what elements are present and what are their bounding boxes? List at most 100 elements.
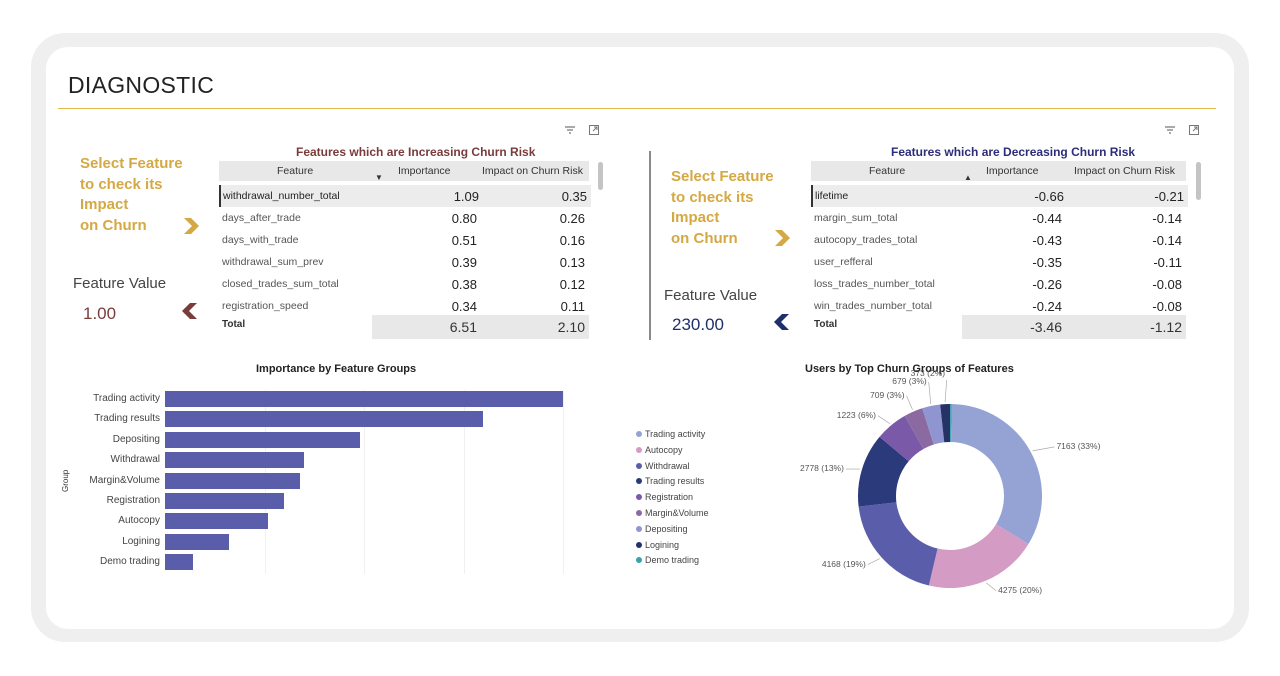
chevron-left-icon bbox=[773, 313, 791, 336]
table-row[interactable]: loss_trades_number_total -0.26 -0.08 bbox=[811, 273, 1186, 295]
legend-item[interactable]: Logining bbox=[636, 540, 679, 550]
donut-slice[interactable] bbox=[951, 404, 1042, 545]
legend-item[interactable]: Registration bbox=[636, 492, 693, 502]
row-importance: 0.39 bbox=[451, 255, 477, 270]
feature-value-label: Feature Value bbox=[664, 287, 758, 304]
table-row[interactable]: win_trades_number_total -0.24 -0.08 bbox=[811, 295, 1186, 315]
table-total-row: Total -3.46 -1.12 bbox=[811, 315, 1186, 339]
filter-icon[interactable] bbox=[1164, 124, 1176, 138]
select-feature-hint: Select Feature to check its Impact on Ch… bbox=[80, 154, 183, 236]
table-row[interactable]: autocopy_trades_total -0.43 -0.14 bbox=[811, 229, 1186, 251]
donut-leader-line bbox=[928, 381, 932, 405]
hint-line: Impact bbox=[80, 196, 129, 213]
row-feature: closed_trades_sum_total bbox=[222, 278, 339, 290]
table-row[interactable]: closed_trades_sum_total 0.38 0.12 bbox=[219, 273, 589, 295]
donut-data-label: 4168 (19%) bbox=[821, 558, 866, 569]
bar[interactable] bbox=[165, 493, 285, 509]
donut-slice[interactable] bbox=[950, 404, 952, 443]
total-shade bbox=[962, 315, 1186, 339]
legend-label: Trading results bbox=[645, 476, 705, 487]
legend-item[interactable]: Demo trading bbox=[636, 555, 699, 565]
sort-desc-icon[interactable]: ▼ bbox=[375, 173, 383, 182]
bar[interactable] bbox=[165, 472, 301, 489]
donut-data-label: 4275 (20%) bbox=[998, 584, 1043, 595]
row-impact: 0.12 bbox=[559, 277, 585, 292]
table-row[interactable]: lifetime -0.66 -0.21 bbox=[811, 185, 1188, 207]
donut-slice[interactable] bbox=[858, 502, 938, 586]
row-feature: win_trades_number_total bbox=[814, 300, 932, 312]
total-label: Total bbox=[222, 319, 246, 330]
legend-item[interactable]: Autocopy bbox=[636, 445, 683, 455]
legend-item[interactable]: Depositing bbox=[636, 524, 688, 534]
donut-slice[interactable] bbox=[858, 436, 909, 507]
row-impact: 0.16 bbox=[559, 233, 585, 248]
donut-slice[interactable] bbox=[928, 524, 1029, 588]
bar[interactable] bbox=[165, 554, 193, 571]
row-feature: autocopy_trades_total bbox=[814, 234, 918, 246]
table-row[interactable]: days_with_trade 0.51 0.16 bbox=[219, 229, 589, 251]
bar[interactable] bbox=[165, 391, 563, 407]
row-impact: -0.21 bbox=[1154, 189, 1184, 204]
donut-slice[interactable] bbox=[879, 415, 924, 462]
panel-divider bbox=[649, 151, 651, 340]
row-importance: 0.51 bbox=[451, 233, 477, 248]
bar-chart-gridline bbox=[364, 390, 365, 574]
focus-mode-icon[interactable] bbox=[588, 124, 600, 139]
column-header-feature[interactable]: Feature bbox=[869, 165, 906, 177]
bar-chart-gridline bbox=[463, 390, 465, 574]
legend-item[interactable]: Withdrawal bbox=[636, 461, 690, 471]
row-impact: 0.26 bbox=[559, 211, 585, 226]
donut-data-label: 2778 (13%) bbox=[800, 463, 844, 474]
column-header-impact[interactable]: Impact on Churn Risk bbox=[1074, 165, 1175, 177]
bar[interactable] bbox=[165, 533, 229, 550]
bar[interactable] bbox=[165, 411, 484, 428]
bar-category-label: Registration bbox=[106, 495, 160, 506]
legend-swatch bbox=[636, 431, 642, 437]
bar-category-label: Margin&Volume bbox=[89, 474, 160, 486]
column-header-importance[interactable]: Importance bbox=[986, 165, 1039, 177]
bar-category-label: Autocopy bbox=[118, 515, 160, 527]
row-feature: withdrawal_number_total bbox=[223, 190, 340, 202]
hint-line: to check its bbox=[80, 175, 163, 193]
column-header-importance[interactable]: Importance bbox=[398, 165, 451, 177]
table-row[interactable]: margin_sum_total -0.44 -0.14 bbox=[811, 207, 1186, 229]
focus-mode-icon[interactable] bbox=[1188, 124, 1200, 139]
donut-leader-line bbox=[944, 380, 948, 403]
table-title: Features which are Increasing Churn Risk bbox=[296, 145, 536, 159]
column-header-feature[interactable]: Feature bbox=[277, 165, 314, 177]
table-row[interactable]: registration_speed 0.34 0.11 bbox=[219, 295, 589, 315]
row-impact: -0.08 bbox=[1152, 299, 1182, 314]
filter-icon[interactable] bbox=[564, 124, 576, 138]
legend-label: Logining bbox=[645, 539, 680, 550]
bar[interactable] bbox=[165, 431, 361, 448]
row-impact: -0.14 bbox=[1152, 211, 1182, 226]
bar-category-label: Withdrawal bbox=[110, 454, 160, 466]
table-row[interactable]: days_after_trade 0.80 0.26 bbox=[219, 207, 589, 229]
bar-category-label: Trading results bbox=[94, 413, 160, 425]
bar[interactable] bbox=[165, 452, 305, 469]
hint-line: Select Feature bbox=[80, 155, 183, 172]
legend-label: Margin&Volume bbox=[645, 508, 709, 518]
bar[interactable] bbox=[165, 513, 269, 530]
bar-chart-gridline bbox=[563, 390, 564, 574]
table-row[interactable]: user_refferal -0.35 -0.11 bbox=[811, 251, 1186, 273]
table-scrollbar[interactable] bbox=[598, 162, 603, 190]
legend-swatch bbox=[636, 462, 642, 469]
chevron-right-icon bbox=[182, 217, 200, 240]
chevron-left-icon bbox=[181, 302, 199, 325]
table-row[interactable]: withdrawal_number_total 1.09 0.35 bbox=[219, 185, 591, 207]
row-importance: 0.80 bbox=[451, 211, 477, 226]
donut-slice[interactable] bbox=[904, 408, 934, 449]
donut-slice[interactable] bbox=[922, 404, 945, 445]
column-header-impact[interactable]: Impact on Churn Risk bbox=[482, 165, 583, 177]
legend-label: Autocopy bbox=[645, 444, 683, 455]
row-impact: -0.08 bbox=[1152, 277, 1182, 292]
table-scrollbar[interactable] bbox=[1196, 162, 1201, 200]
sort-asc-icon[interactable]: ▲ bbox=[964, 173, 972, 182]
table-row[interactable]: withdrawal_sum_prev 0.39 0.13 bbox=[219, 251, 589, 273]
legend-item[interactable]: Trading activity bbox=[636, 429, 705, 439]
legend-item[interactable]: Margin&Volume bbox=[636, 508, 709, 518]
donut-slice[interactable] bbox=[940, 404, 951, 443]
legend-item[interactable]: Trading results bbox=[636, 476, 704, 486]
legend-label: Demo trading bbox=[645, 555, 700, 566]
